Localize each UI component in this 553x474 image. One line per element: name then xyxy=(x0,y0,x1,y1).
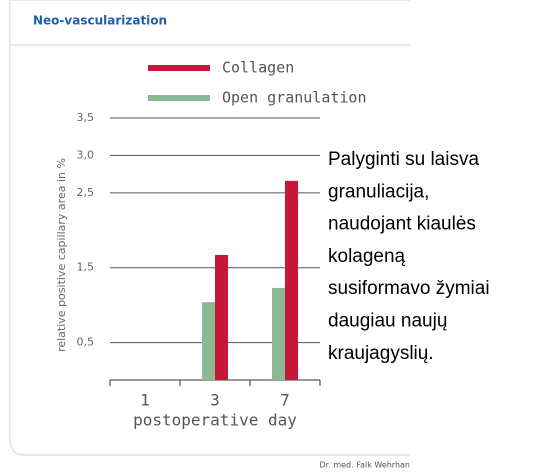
bar xyxy=(285,180,298,380)
annotation-line: daugiau naujų xyxy=(328,311,447,332)
x-tick-label: 7 xyxy=(280,391,290,410)
y-tick-label: 3,5 xyxy=(77,111,95,124)
annotation-line: susiformavo žymiai xyxy=(328,278,490,299)
y-axis-label: relative positive capillary area in % xyxy=(55,158,68,352)
header-frame xyxy=(9,0,410,46)
bar xyxy=(215,254,228,380)
annotation-line: Palyginti su laisva xyxy=(328,149,479,170)
legend-label: Collagen xyxy=(222,59,294,77)
y-tick-label: 3,0 xyxy=(77,148,95,161)
panel-frame xyxy=(9,45,410,456)
x-axis-label: postoperative day xyxy=(133,411,297,430)
annotation-line: kolageną xyxy=(328,246,406,267)
y-tick-label: 2,5 xyxy=(77,186,95,199)
bar xyxy=(202,302,215,380)
source: Dr. med. Falk Wehrhan xyxy=(320,461,410,470)
bar xyxy=(272,287,285,380)
annotation-line: naudojant kiaulės xyxy=(328,214,476,235)
x-tick-label: 1 xyxy=(140,391,150,410)
x-tick-label: 3 xyxy=(210,391,220,410)
annotation-line: granuliacija, xyxy=(328,181,429,202)
annotation-line: kraujagyslių. xyxy=(328,343,434,364)
y-tick-label: 0,5 xyxy=(77,336,95,349)
chart-title: Neo-vascularization xyxy=(33,14,167,28)
y-tick-label: 1,5 xyxy=(77,261,95,274)
legend-label: Open granulation xyxy=(222,89,367,107)
